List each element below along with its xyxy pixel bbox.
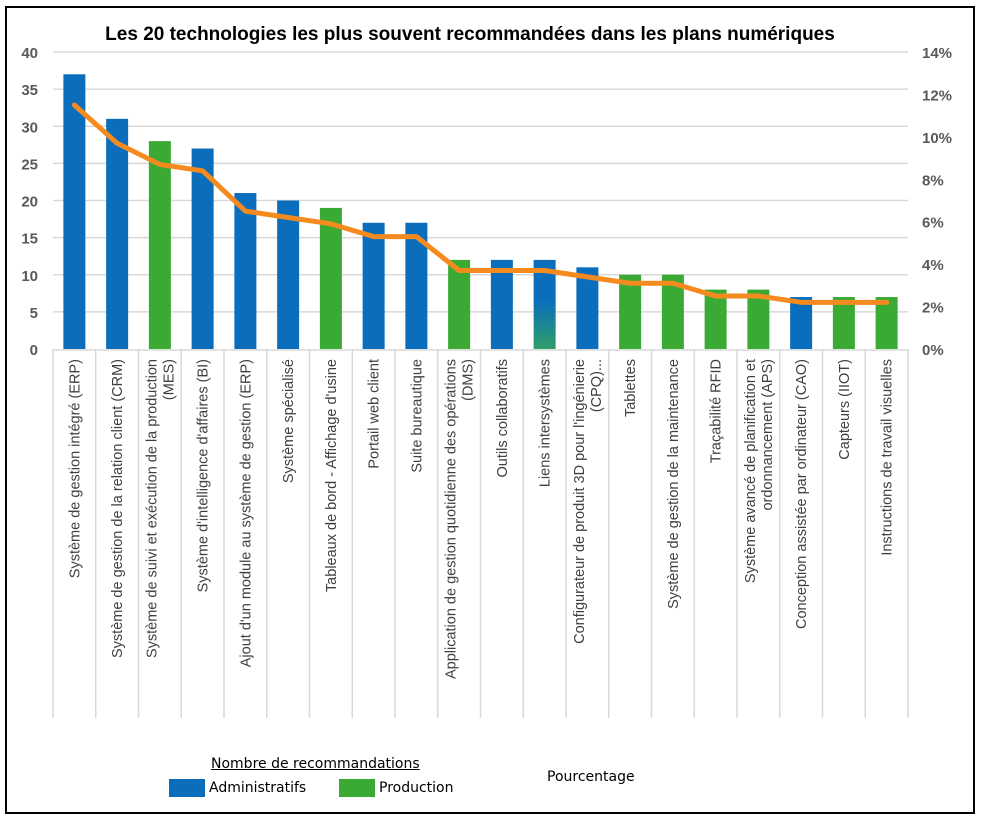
x-tick-label: Suite bureautique <box>409 359 425 473</box>
bar <box>234 193 257 349</box>
x-tick-label: Traçabilité RFID <box>709 359 725 463</box>
bar <box>148 141 171 349</box>
bar <box>191 148 214 349</box>
bar <box>63 74 86 350</box>
y-tick-label: 40 <box>21 45 38 62</box>
y2-tick-label: 0% <box>922 342 944 359</box>
bar <box>277 200 300 349</box>
bar <box>747 289 770 349</box>
legend-item-pourcentage: Pourcentage <box>547 769 635 785</box>
bar <box>661 274 684 349</box>
x-axis: Système de gestion intégré (ERP) Système … <box>52 349 909 718</box>
bar <box>875 297 898 349</box>
bar <box>405 222 428 349</box>
legend-title: Nombre de recommandations <box>211 756 420 772</box>
y2-tick-label: 6% <box>922 215 944 232</box>
x-tick-label: ordonnancement (APS) <box>760 359 776 511</box>
y-tick-label: 0 <box>30 342 38 359</box>
legend-item-production: Production <box>339 779 453 797</box>
x-tick-label: Liens intersystèmes <box>538 359 554 487</box>
x-tick-label: Instructions de travail visuelles <box>880 359 896 556</box>
chart-title: Les 20 technologies les plus souvent rec… <box>105 24 835 45</box>
bar <box>106 118 129 349</box>
legend-swatch-administratifs <box>169 779 205 797</box>
x-tick-label: Système spécialisé <box>281 359 297 483</box>
y-axis-left: 0 5 10 15 20 25 30 35 40 <box>21 45 38 359</box>
y-axis-right: 0% 2% 4% 6% 8% 10% 12% 14% <box>922 45 952 359</box>
y-tick-label: 10 <box>21 268 38 285</box>
x-tick-label: (DMS) <box>461 359 477 401</box>
y-tick-label: 25 <box>21 156 38 173</box>
percentage-line-path <box>71 102 890 305</box>
chart-frame <box>5 6 975 814</box>
x-tick-label: Tablettes <box>623 359 639 417</box>
y-tick-label: 35 <box>21 82 38 99</box>
y2-tick-label: 12% <box>922 87 952 104</box>
legend-swatch-production <box>339 779 375 797</box>
bar <box>490 259 513 349</box>
x-tick-label: Portail web client <box>367 359 383 469</box>
y2-tick-label: 4% <box>922 257 944 274</box>
x-tick-label: Système de suivi et exécution de la prod… <box>144 359 160 658</box>
bar <box>576 267 599 349</box>
legend-label-administratifs: Administratifs <box>209 780 307 796</box>
bar <box>790 297 813 349</box>
bar <box>704 289 727 349</box>
bar <box>319 207 342 349</box>
x-tick-label: Système de gestion intégré (ERP) <box>67 359 83 578</box>
x-tick-label: (MES) <box>161 359 177 400</box>
x-tick-label: Système d'intelligence d'affaires (BI) <box>196 359 212 592</box>
y-tick-label: 30 <box>21 119 38 136</box>
legend-item-administratifs: Administratifs <box>169 779 306 797</box>
bar <box>619 274 642 349</box>
x-tick-label: Conception assistée par ordinateur (CAO) <box>794 359 810 629</box>
x-tick-label: (CPQ)... <box>589 359 605 412</box>
x-tick-label: Système de gestion de la maintenance <box>666 359 682 609</box>
x-tick-label: Système avancé de planification et <box>743 359 759 583</box>
x-tick-label: Application de gestion quotidienne des o… <box>444 359 460 679</box>
y-tick-label: 5 <box>30 305 38 322</box>
y2-tick-label: 2% <box>922 300 944 317</box>
x-tick-label: Capteurs (IIOT) <box>837 359 853 460</box>
x-tick-label: Configurateur de produit 3D pour l'ingén… <box>572 359 588 644</box>
bar <box>362 222 385 349</box>
x-tick-label: Ajout d'un module au système de gestion … <box>238 359 254 667</box>
y-tick-label: 15 <box>21 231 38 248</box>
bar <box>533 259 556 349</box>
y2-tick-label: 14% <box>922 45 952 62</box>
legend-label-production: Production <box>379 780 454 796</box>
bar <box>832 297 855 349</box>
bar <box>448 259 471 349</box>
x-tick-label: Tableaux de bord - Affichage d'usine <box>324 359 340 592</box>
y2-tick-label: 10% <box>922 130 952 147</box>
y2-tick-label: 8% <box>922 172 944 189</box>
percentage-line <box>71 102 890 305</box>
x-tick-label: Outils collaboratifs <box>495 359 511 477</box>
x-tick-label: Système de gestion de la relation client… <box>110 359 126 658</box>
y-tick-label: 20 <box>21 194 38 211</box>
bars <box>63 74 898 350</box>
